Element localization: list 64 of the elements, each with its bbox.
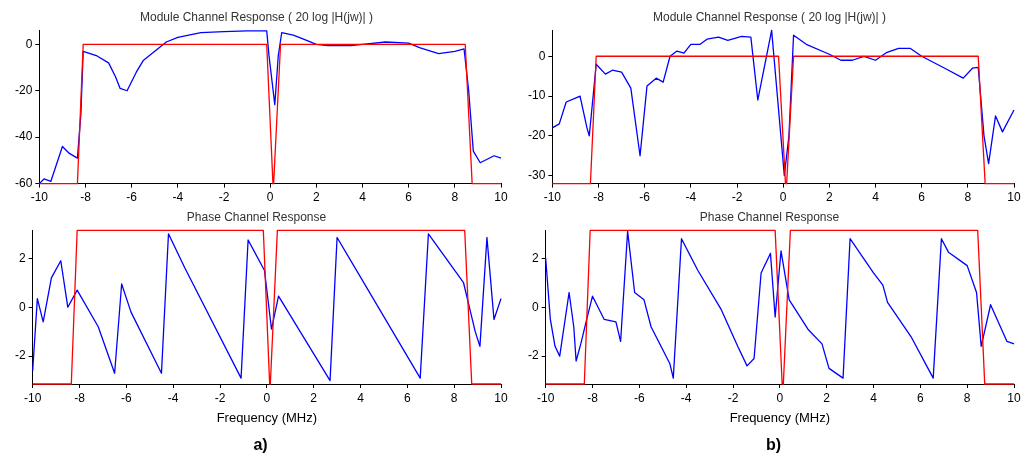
x-tick-label: -2 — [727, 390, 739, 405]
x-tick-label: 6 — [918, 190, 926, 205]
y-tick-label: -30 — [528, 167, 546, 182]
x-tick-label: -2 — [218, 190, 230, 205]
y-tick-label: 0 — [18, 299, 26, 314]
x-tick-label: 8 — [451, 190, 459, 205]
x-tick-label: 0 — [266, 190, 274, 205]
x-tick-label: 8 — [964, 190, 972, 205]
x-tick-label: 6 — [916, 390, 924, 405]
y-tick-label: -20 — [15, 83, 33, 98]
x-tick-label: -6 — [121, 390, 132, 405]
x-tick-label: 8 — [450, 390, 458, 405]
x-tick-label: 0 — [776, 390, 784, 405]
y-tick-label: -20 — [528, 128, 546, 143]
x-axis-title: Frequency (MHz) — [729, 409, 831, 425]
y-tick-label: -40 — [15, 129, 33, 144]
x-axis-title: Frequency (MHz) — [216, 409, 318, 425]
x-tick-label: -8 — [593, 190, 605, 205]
x-tick-label: 10 — [494, 190, 508, 205]
x-tick-label: 2 — [823, 390, 831, 405]
x-tick-label: 8 — [963, 390, 971, 405]
y-tick-label: 0 — [25, 36, 33, 51]
x-tick-label: -8 — [80, 190, 92, 205]
y-tick-label: -60 — [15, 175, 33, 190]
x-tick-label: 4 — [359, 190, 367, 205]
y-tick-label: -10 — [528, 88, 546, 103]
y-tick-label: 2 — [18, 250, 26, 265]
chart-title: Module Channel Response ( 20 log |H(jw)| ) — [139, 9, 374, 24]
x-tick-label: 10 — [494, 390, 508, 405]
x-tick-label: 10 — [1007, 190, 1021, 205]
y-tick-label: -2 — [15, 348, 26, 363]
x-tick-label: -4 — [172, 190, 184, 205]
x-tick-label: 6 — [403, 390, 411, 405]
x-tick-label: 4 — [872, 190, 880, 205]
x-tick-label: 4 — [357, 390, 365, 405]
x-tick-label: 0 — [779, 190, 787, 205]
x-tick-label: -8 — [74, 390, 86, 405]
y-tick-label: 0 — [531, 299, 539, 314]
x-tick-label: -2 — [214, 390, 226, 405]
chart-title: Module Channel Response ( 20 log |H(jw)| ) — [652, 9, 887, 24]
x-tick-label: 0 — [263, 390, 271, 405]
y-tick-label: 2 — [531, 250, 539, 265]
y-tick-label: 0 — [538, 48, 546, 63]
x-tick-label: -4 — [680, 390, 692, 405]
x-tick-label: 4 — [870, 390, 878, 405]
x-tick-label: -4 — [685, 190, 697, 205]
text: a) — [252, 436, 269, 454]
x-tick-label: -6 — [126, 190, 138, 205]
x-tick-label: 10 — [1007, 390, 1021, 405]
x-tick-label: -10 — [543, 190, 562, 205]
y-tick-label: -2 — [528, 348, 539, 363]
text: b) — [764, 436, 783, 454]
x-tick-label: -2 — [731, 190, 743, 205]
x-tick-label: -4 — [167, 390, 179, 405]
x-tick-label: 2 — [312, 190, 320, 205]
x-tick-label: 2 — [825, 190, 833, 205]
x-tick-label: 6 — [405, 190, 413, 205]
chart-title: Phase Channel Response — [186, 209, 327, 224]
chart-title: Phase Channel Response — [699, 209, 840, 224]
x-tick-label: -6 — [634, 390, 645, 405]
x-tick-label: 2 — [310, 390, 318, 405]
x-tick-label: -10 — [30, 190, 49, 205]
x-tick-label: -8 — [587, 390, 599, 405]
x-tick-label: -6 — [639, 190, 651, 205]
